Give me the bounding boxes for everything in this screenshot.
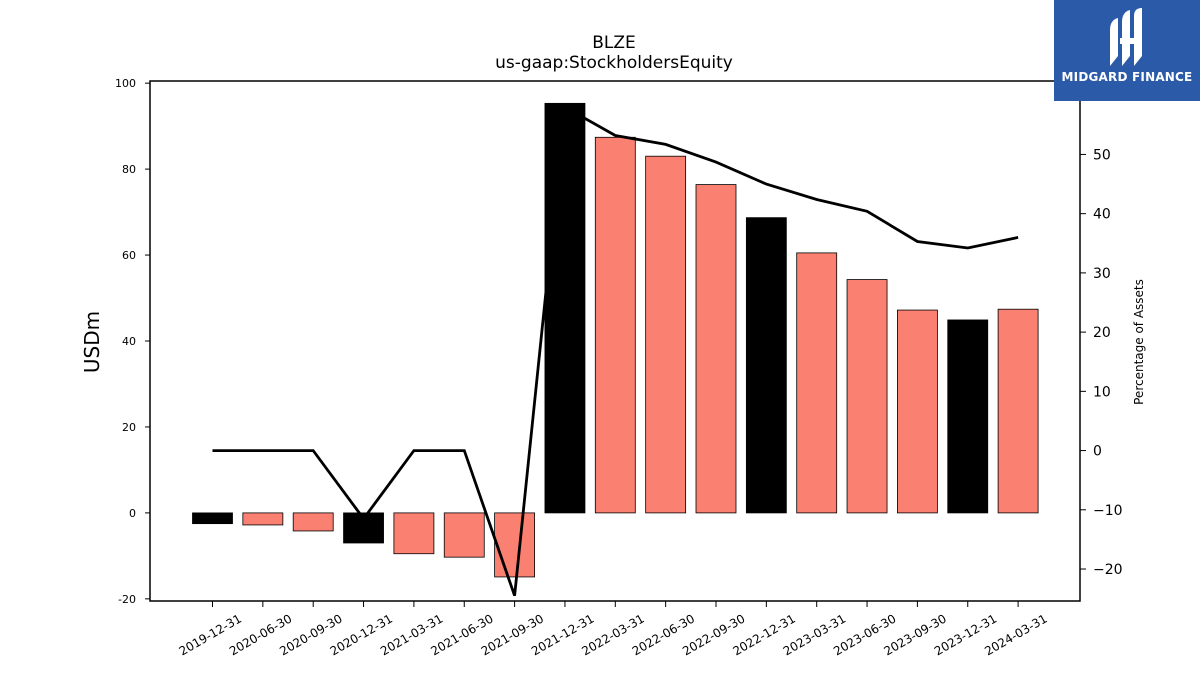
- bar: [292, 512, 334, 532]
- bar: [494, 512, 536, 578]
- line-layer: [212, 104, 1019, 597]
- y2-tick-label: −10: [1093, 503, 1123, 519]
- bar: [997, 308, 1039, 514]
- y2-tick-label: 30: [1093, 266, 1111, 282]
- y-tick-label: 100: [115, 77, 136, 90]
- y-tick-label: 40: [122, 335, 136, 348]
- y-tick-label: 20: [122, 421, 136, 434]
- y-tick-label: 80: [122, 163, 136, 176]
- chart-subtitle: us-gaap:StockholdersEquity: [495, 53, 733, 73]
- y2-tick-label: 0: [1093, 444, 1102, 460]
- bar: [745, 217, 787, 514]
- y-tick-label: 60: [122, 249, 136, 262]
- bar: [443, 512, 485, 558]
- logo-mark-icon: [1110, 8, 1142, 66]
- y2-tick-label: −20: [1093, 562, 1123, 578]
- y2-axis-label: Percentage of Assets: [1132, 279, 1146, 405]
- logo-text: MIDGARD FINANCE: [1061, 70, 1193, 84]
- bar: [242, 512, 284, 526]
- bar: [695, 184, 737, 514]
- bar: [947, 319, 989, 514]
- bar: [846, 279, 888, 514]
- y2-tick-label: 20: [1093, 325, 1111, 341]
- bar: [897, 309, 938, 514]
- x-axis: 2019-12-312020-06-302020-09-302020-12-31…: [177, 601, 1050, 658]
- bars: [192, 102, 1039, 578]
- y2-tick-label: 40: [1093, 207, 1111, 223]
- chart-title: BLZE: [592, 33, 636, 53]
- bar: [594, 136, 636, 514]
- bar: [645, 155, 687, 514]
- y2-tick-label: 50: [1093, 147, 1111, 163]
- y-axis: -20 0 20 40 60 80 100: [115, 77, 150, 606]
- bar: [544, 102, 586, 514]
- bar: [393, 512, 435, 555]
- y2-tick-label: 10: [1093, 384, 1111, 400]
- company-logo: MIDGARD FINANCE: [1054, 0, 1200, 101]
- y-tick-label: -20: [118, 593, 136, 606]
- y-axis-label: USDm: [80, 311, 104, 373]
- bar: [192, 512, 233, 525]
- bar: [796, 252, 838, 514]
- y2-axis: −20 −10 0 10 20 30 40 50: [1080, 147, 1123, 578]
- percentage-line: [212, 104, 1019, 597]
- y-tick-label: 0: [129, 507, 136, 520]
